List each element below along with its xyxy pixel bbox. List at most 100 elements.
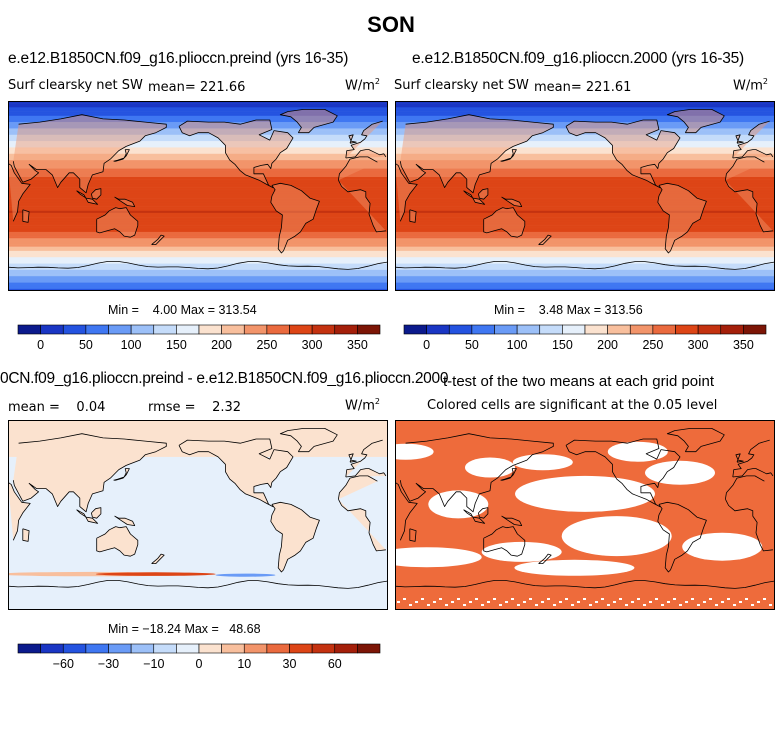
- coastline-1: [657, 182, 707, 254]
- speckle: [583, 598, 586, 600]
- zonal-band: [395, 162, 775, 165]
- land-shade-0: [566, 120, 680, 188]
- non-significant-area: [682, 532, 763, 561]
- coastline-12: [735, 453, 744, 463]
- coastline-5: [279, 109, 338, 134]
- zonal-band: [395, 113, 775, 117]
- speckle: [601, 598, 604, 600]
- panel-1-colorbar-svg: 0 50 100 150 200 250 300 350: [17, 324, 381, 352]
- zonal-band: [395, 160, 775, 163]
- zonal-band: [8, 253, 388, 256]
- land-shade-5: [280, 109, 338, 133]
- colorbar-box: [311, 643, 336, 654]
- colorbar-box: [426, 324, 450, 335]
- zonal-band: [395, 215, 775, 218]
- zonal-band: [395, 248, 775, 252]
- zonal-band: [395, 217, 775, 220]
- panel-4-title: t-test of the two means at each grid poi…: [443, 373, 714, 390]
- panel-1-map: [8, 101, 388, 291]
- units-sup: 2: [374, 77, 380, 86]
- coastline-11: [151, 553, 165, 564]
- zonal-band: [395, 145, 775, 148]
- coastline-3: [399, 433, 554, 513]
- coastline-2: [725, 499, 773, 552]
- zonal-band: [8, 109, 388, 112]
- zonal-band: [395, 170, 775, 174]
- speckle: [463, 604, 466, 606]
- zonal-band: [395, 263, 775, 266]
- colorbar-tick-label: 150: [166, 338, 187, 352]
- colorbar-box: [17, 643, 41, 654]
- zonal-band: [395, 149, 775, 152]
- non-significant-area: [481, 541, 562, 562]
- coastline-11: [538, 234, 552, 245]
- zonal-band: [395, 202, 775, 205]
- speckle: [427, 604, 430, 606]
- zonal-band: [395, 168, 775, 171]
- zonal-band: [395, 208, 775, 212]
- colorbar-tick-label: 30: [283, 657, 297, 671]
- diff-land-2: [8, 482, 31, 541]
- coastline-9: [91, 188, 102, 200]
- zonal-band: [395, 272, 775, 275]
- colorbar-tick-label: 10: [237, 657, 251, 671]
- panel-2-mean: mean= 221.61: [534, 80, 632, 95]
- speckle: [553, 604, 556, 606]
- zonal-band: [395, 115, 775, 119]
- colorbar-box: [629, 324, 654, 335]
- colorbar-tick-label: 250: [642, 338, 663, 352]
- diff-streak-2: [95, 572, 216, 576]
- land-shade-12: [735, 134, 744, 144]
- coastline-2: [8, 481, 31, 541]
- zonal-band: [395, 122, 775, 125]
- coastline-2: [395, 162, 418, 222]
- zonal-band: [395, 126, 775, 129]
- zonal-band: [8, 269, 388, 273]
- land-shade-2: [725, 180, 773, 232]
- coastline-10: [501, 196, 523, 207]
- colorbar-box: [675, 324, 699, 335]
- zonal-band: [395, 257, 775, 260]
- zonal-band: [395, 158, 775, 161]
- zonal-band: [8, 191, 388, 195]
- colorbar-box: [334, 324, 358, 335]
- colorbar-box: [62, 324, 87, 335]
- zonal-band: [8, 117, 388, 121]
- coastline-0: [178, 438, 294, 507]
- coastline-2: [338, 180, 386, 233]
- speckle: [451, 601, 454, 603]
- zonal-band: [8, 185, 388, 188]
- zonal-band: [395, 250, 775, 254]
- speckle: [709, 598, 712, 600]
- zonal-band: [8, 193, 388, 197]
- zonal-band: [395, 172, 775, 176]
- colorbar-box: [652, 324, 676, 335]
- zonal-band: [8, 162, 388, 165]
- zonal-band: [395, 225, 775, 228]
- zonal-band: [395, 189, 775, 193]
- colorbar-box: [40, 643, 64, 654]
- coastline-6: [113, 468, 130, 481]
- coastline-8: [76, 190, 99, 205]
- zonal-band: [8, 122, 388, 125]
- speckle: [631, 601, 634, 603]
- non-significant-area: [645, 460, 715, 485]
- non-significant-area: [515, 475, 655, 512]
- panel-1-variable-label: Surf clearsky net SW: [8, 78, 143, 93]
- non-significant-area: [395, 547, 482, 568]
- zonal-band: [395, 109, 775, 112]
- colorbar-tick-label: 100: [121, 338, 142, 352]
- speckle: [499, 604, 502, 606]
- non-significant-area: [561, 516, 672, 557]
- speckle: [661, 604, 664, 606]
- panel-3-colorbar-svg: −60 −30 −10 0 10 30 60: [17, 643, 381, 671]
- speckle: [643, 604, 646, 606]
- zonal-band: [8, 128, 388, 131]
- coastline-5: [279, 428, 338, 453]
- diff-land-4: [96, 526, 138, 557]
- land-shade-9: [478, 188, 488, 200]
- zonal-band: [8, 250, 388, 254]
- zonal-band: [8, 139, 388, 142]
- colorbar-box: [243, 324, 268, 335]
- land-shade-12: [348, 134, 357, 144]
